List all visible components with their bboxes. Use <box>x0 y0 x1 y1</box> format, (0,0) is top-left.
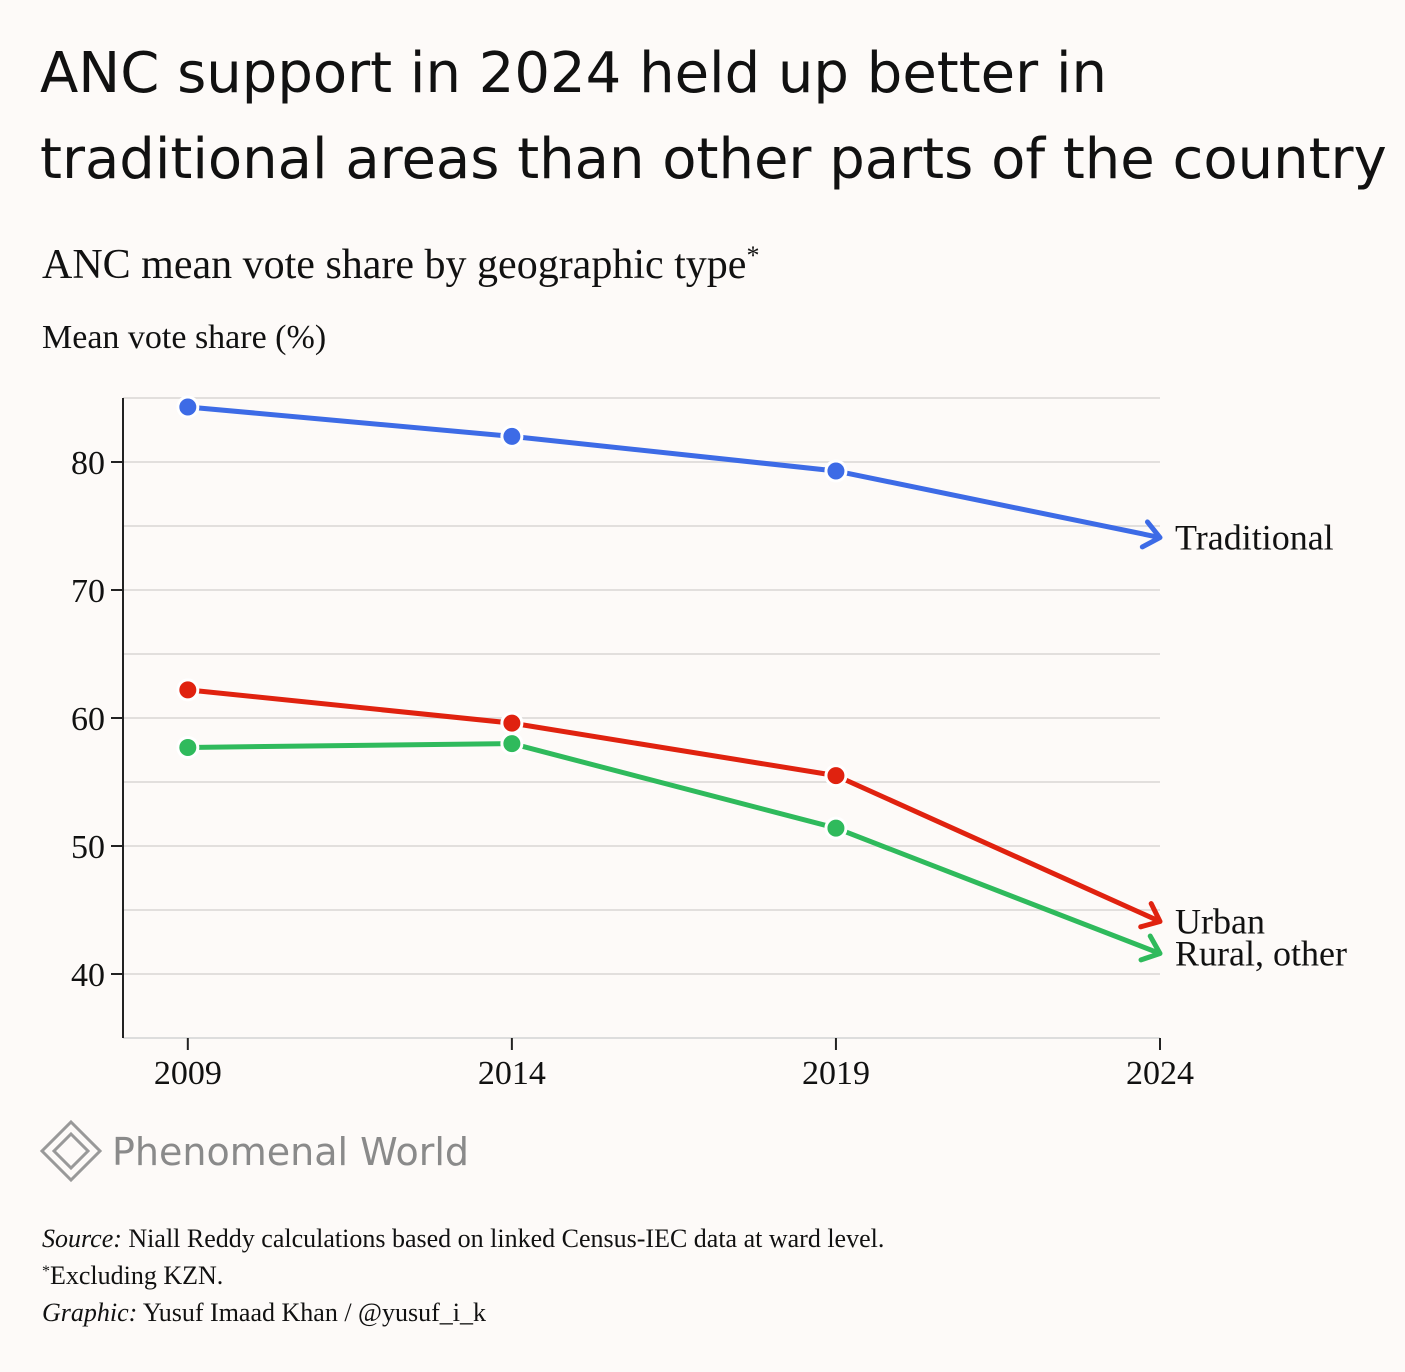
data-point <box>176 678 200 702</box>
data-point <box>824 816 848 840</box>
source-label: Source: <box>42 1224 122 1253</box>
series-line <box>187 687 1162 924</box>
y-tick-label: 80 <box>71 445 105 482</box>
logo-icon <box>51 1131 91 1171</box>
y-tick-label: 70 <box>71 573 105 610</box>
x-tick-label: 2024 <box>1126 1055 1194 1092</box>
subtitle: ANC mean vote share by geographic type* <box>42 241 759 288</box>
note: *Excluding KZN. <box>42 1261 223 1290</box>
plot-area: 40 50 60 70 80 2009 2014 2019 2024 Traditional Urb… <box>71 395 1347 1092</box>
data-point <box>824 459 848 483</box>
arrow-head <box>1138 933 1163 963</box>
data-point <box>176 395 200 419</box>
chart-title: traditional areas than other parts of th… <box>40 127 1387 192</box>
data-point <box>500 732 524 756</box>
credit-text: Yusuf Imaad Khan / @yusuf_i_k <box>143 1298 486 1327</box>
note-text: Excluding KZN. <box>50 1261 223 1290</box>
subtitle-mark: * <box>746 241 759 270</box>
credit-label: Graphic: <box>42 1298 137 1327</box>
legend-label: Traditional <box>1175 518 1334 558</box>
x-tick-label: 2019 <box>802 1055 870 1092</box>
data-point <box>500 711 524 735</box>
chart-title: ANC support in 2024 held up better in <box>40 41 1107 106</box>
series-line <box>187 404 1161 540</box>
logo-icon <box>39 1119 103 1183</box>
y-tick-label: 40 <box>71 957 105 994</box>
logo-text: Phenomenal World <box>112 1130 469 1174</box>
series-line <box>187 741 1161 956</box>
data-point <box>176 735 200 759</box>
x-tick-label: 2014 <box>478 1055 546 1092</box>
y-axis-label: Mean vote share (%) <box>42 319 326 356</box>
subtitle-text: ANC mean vote share by geographic type <box>42 242 746 288</box>
source-text: Niall Reddy calculations based on linked… <box>128 1224 884 1253</box>
data-point <box>824 764 848 788</box>
arrow-head <box>1139 519 1163 550</box>
x-tick-label: 2009 <box>154 1055 222 1092</box>
credit: Graphic: Yusuf Imaad Khan / @yusuf_i_k <box>42 1298 486 1327</box>
arrow-head <box>1138 901 1163 930</box>
legend-label: Urban <box>1175 902 1265 942</box>
data-point <box>500 424 524 448</box>
legend-label: Rural, other <box>1175 934 1347 974</box>
source: Source: Niall Reddy calculations based o… <box>42 1224 884 1253</box>
y-tick-label: 60 <box>71 701 105 738</box>
y-tick-label: 50 <box>71 829 105 866</box>
note-mark: * <box>42 1263 50 1280</box>
logo: Phenomenal World <box>39 1119 469 1183</box>
